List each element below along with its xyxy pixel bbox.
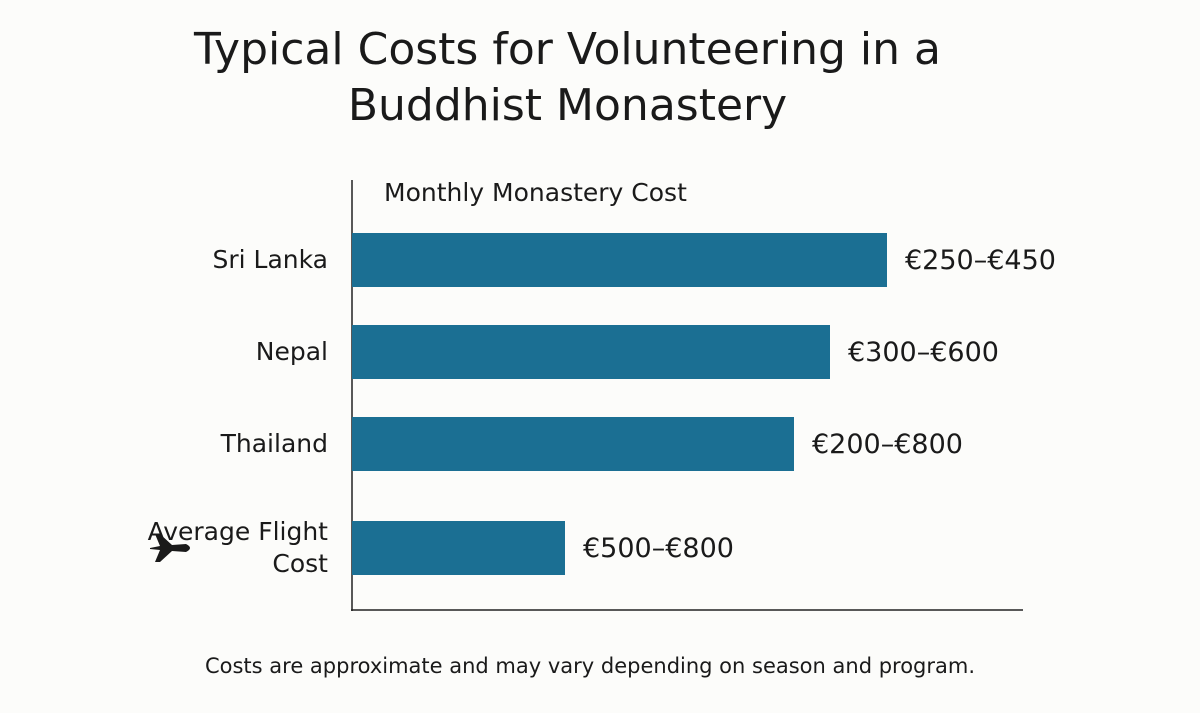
range-label: €200–€800 xyxy=(812,428,963,460)
bar xyxy=(352,325,830,379)
bar xyxy=(352,233,887,287)
category-label: Nepal xyxy=(255,337,328,366)
range-label: €250–€450 xyxy=(905,244,1056,276)
chart-title: Typical Costs for Volunteering in a Budd… xyxy=(194,24,941,131)
footnote: Costs are approximate and may vary depen… xyxy=(204,654,976,678)
bar xyxy=(352,417,794,471)
category-label: Sri Lanka xyxy=(212,245,329,274)
category-label: Average Flight Cost xyxy=(147,517,328,578)
plane-icon xyxy=(150,534,190,562)
range-label: €300–€600 xyxy=(848,336,999,368)
axis-label: Monthly Monastery Cost xyxy=(384,178,687,207)
bar xyxy=(352,521,565,575)
category-label: Thailand xyxy=(220,429,328,458)
range-label: €500–€800 xyxy=(583,532,734,564)
